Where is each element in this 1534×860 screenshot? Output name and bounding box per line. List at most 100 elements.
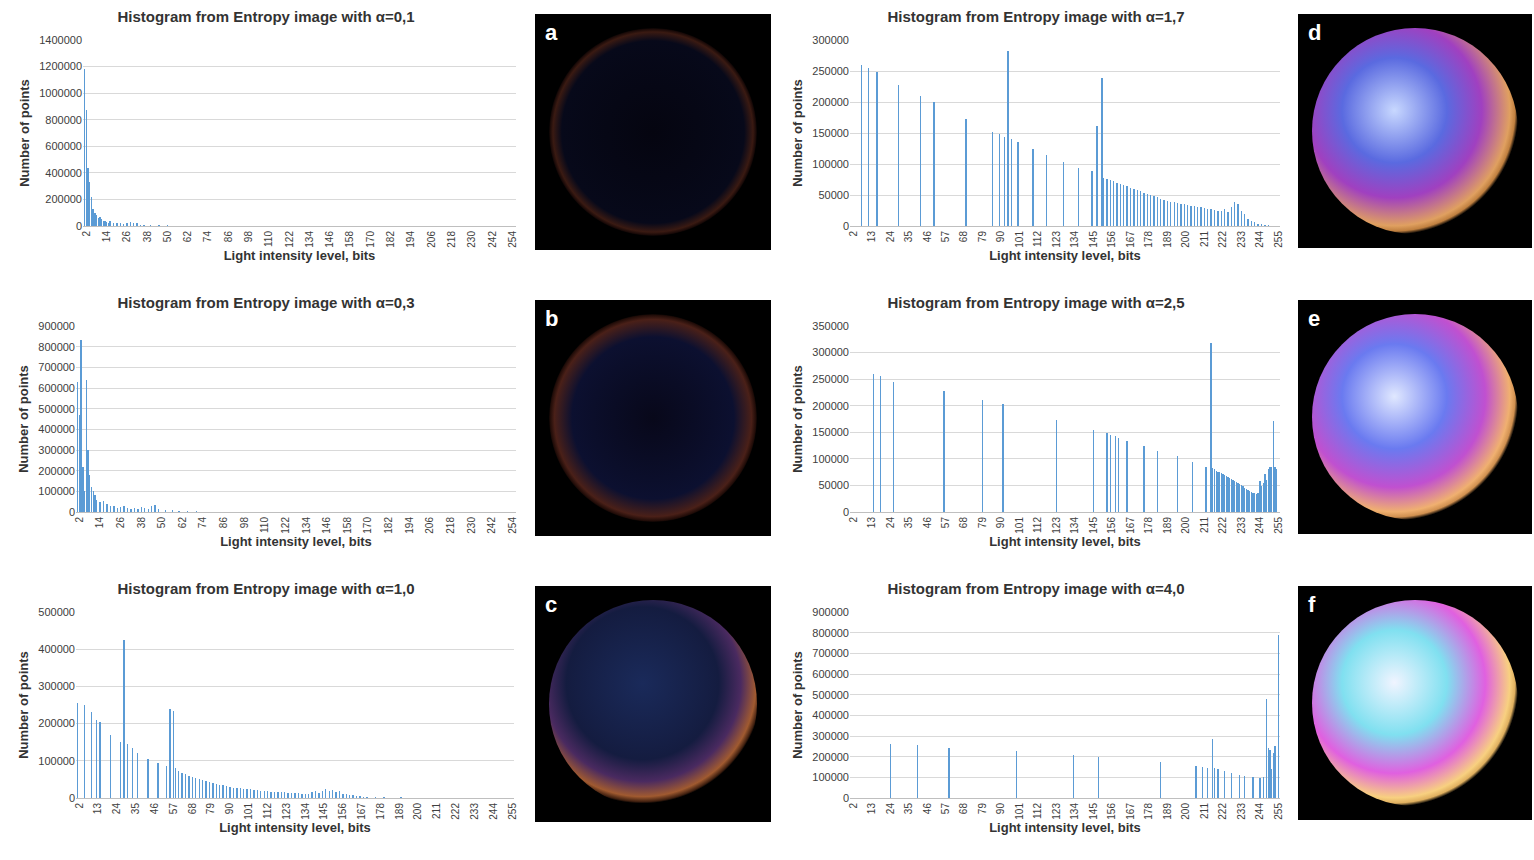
svg-text:242: 242	[486, 517, 497, 534]
svg-text:98: 98	[243, 231, 254, 243]
svg-text:112: 112	[262, 803, 273, 819]
svg-text:244: 244	[1254, 231, 1265, 248]
svg-text:112: 112	[1032, 231, 1043, 247]
svg-text:Number of points: Number of points	[790, 651, 805, 759]
svg-text:156: 156	[337, 803, 348, 820]
svg-text:50000: 50000	[818, 189, 849, 201]
svg-text:50000: 50000	[818, 479, 849, 491]
svg-text:158: 158	[344, 231, 355, 248]
svg-text:211: 211	[1199, 517, 1210, 533]
svg-text:100000: 100000	[812, 453, 849, 465]
svg-text:400000: 400000	[812, 709, 849, 721]
svg-text:24: 24	[885, 231, 896, 243]
svg-text:182: 182	[383, 517, 394, 534]
svg-text:700000: 700000	[38, 361, 75, 373]
svg-text:200: 200	[412, 803, 423, 820]
svg-text:57: 57	[168, 803, 179, 815]
svg-text:Histogram from Entropy image w: Histogram from Entropy image with α=2,5	[887, 294, 1184, 311]
svg-text:35: 35	[903, 803, 914, 815]
svg-text:170: 170	[362, 517, 373, 534]
svg-text:35: 35	[903, 231, 914, 243]
svg-text:Histogram from Entropy image w: Histogram from Entropy image with α=1,7	[887, 8, 1184, 25]
svg-text:194: 194	[404, 517, 415, 534]
svg-text:86: 86	[223, 231, 234, 243]
svg-text:230: 230	[466, 517, 477, 534]
svg-text:200: 200	[1180, 231, 1191, 248]
svg-text:1400000: 1400000	[39, 34, 82, 46]
svg-text:206: 206	[426, 231, 437, 248]
svg-text:Histogram from Entropy image w: Histogram from Entropy image with α=0,1	[117, 8, 414, 25]
svg-text:134: 134	[1069, 517, 1080, 534]
svg-text:100000: 100000	[812, 771, 849, 783]
svg-text:2: 2	[848, 803, 859, 809]
svg-text:0: 0	[76, 220, 82, 232]
svg-text:300000: 300000	[812, 34, 849, 46]
svg-text:24: 24	[111, 803, 122, 815]
svg-text:222: 222	[1217, 803, 1228, 820]
svg-text:145: 145	[1088, 231, 1099, 248]
svg-text:400000: 400000	[38, 643, 75, 655]
svg-text:189: 189	[1162, 231, 1173, 248]
svg-text:206: 206	[424, 517, 435, 534]
svg-text:250000: 250000	[812, 65, 849, 77]
svg-text:145: 145	[318, 803, 329, 820]
svg-text:Light intensity level, bits: Light intensity level, bits	[219, 820, 371, 835]
svg-text:222: 222	[1217, 231, 1228, 248]
svg-text:Number of points: Number of points	[17, 79, 32, 187]
svg-text:300000: 300000	[38, 680, 75, 692]
svg-text:122: 122	[284, 231, 295, 248]
svg-text:189: 189	[1162, 517, 1173, 534]
svg-text:300000: 300000	[812, 346, 849, 358]
svg-text:222: 222	[1217, 517, 1228, 534]
svg-text:500000: 500000	[38, 606, 75, 618]
svg-text:211: 211	[431, 803, 442, 819]
svg-text:2: 2	[74, 517, 85, 523]
svg-text:68: 68	[958, 803, 969, 815]
svg-text:178: 178	[1143, 517, 1154, 534]
svg-text:14: 14	[94, 517, 105, 529]
svg-text:242: 242	[487, 231, 498, 248]
svg-text:79: 79	[205, 803, 216, 815]
svg-text:112: 112	[1032, 803, 1043, 819]
svg-text:38: 38	[136, 517, 147, 529]
svg-text:90: 90	[995, 231, 1006, 243]
svg-text:46: 46	[922, 517, 933, 529]
svg-text:62: 62	[182, 231, 193, 243]
svg-text:79: 79	[977, 803, 988, 815]
svg-text:244: 244	[488, 803, 499, 820]
svg-text:134: 134	[301, 517, 312, 534]
svg-text:38: 38	[142, 231, 153, 243]
svg-text:700000: 700000	[812, 647, 849, 659]
svg-text:211: 211	[1199, 231, 1210, 247]
svg-text:46: 46	[922, 231, 933, 243]
svg-text:101: 101	[1014, 231, 1025, 248]
svg-text:800000: 800000	[45, 114, 82, 126]
svg-text:800000: 800000	[812, 627, 849, 639]
svg-text:156: 156	[1106, 517, 1117, 534]
svg-text:150000: 150000	[812, 127, 849, 139]
svg-text:900000: 900000	[38, 320, 75, 332]
svg-text:14: 14	[101, 231, 112, 243]
svg-text:50: 50	[162, 231, 173, 243]
svg-text:200000: 200000	[38, 465, 75, 477]
svg-text:145: 145	[1088, 517, 1099, 534]
svg-text:90: 90	[995, 517, 1006, 529]
svg-text:110: 110	[259, 517, 270, 533]
svg-text:57: 57	[940, 231, 951, 243]
svg-text:46: 46	[149, 803, 160, 815]
svg-text:26: 26	[115, 517, 126, 529]
svg-text:218: 218	[445, 517, 456, 534]
svg-text:13: 13	[92, 803, 103, 815]
svg-text:86: 86	[218, 517, 229, 529]
svg-text:35: 35	[903, 517, 914, 529]
svg-text:134: 134	[1069, 231, 1080, 248]
svg-text:Light intensity level, bits: Light intensity level, bits	[224, 248, 376, 263]
svg-text:233: 233	[1236, 517, 1247, 534]
svg-text:Light intensity level, bits: Light intensity level, bits	[989, 248, 1141, 263]
svg-text:158: 158	[342, 517, 353, 534]
svg-text:600000: 600000	[45, 140, 82, 152]
svg-text:Number of points: Number of points	[16, 651, 31, 759]
svg-text:68: 68	[958, 231, 969, 243]
svg-text:2: 2	[848, 231, 859, 237]
svg-text:100000: 100000	[38, 755, 75, 767]
